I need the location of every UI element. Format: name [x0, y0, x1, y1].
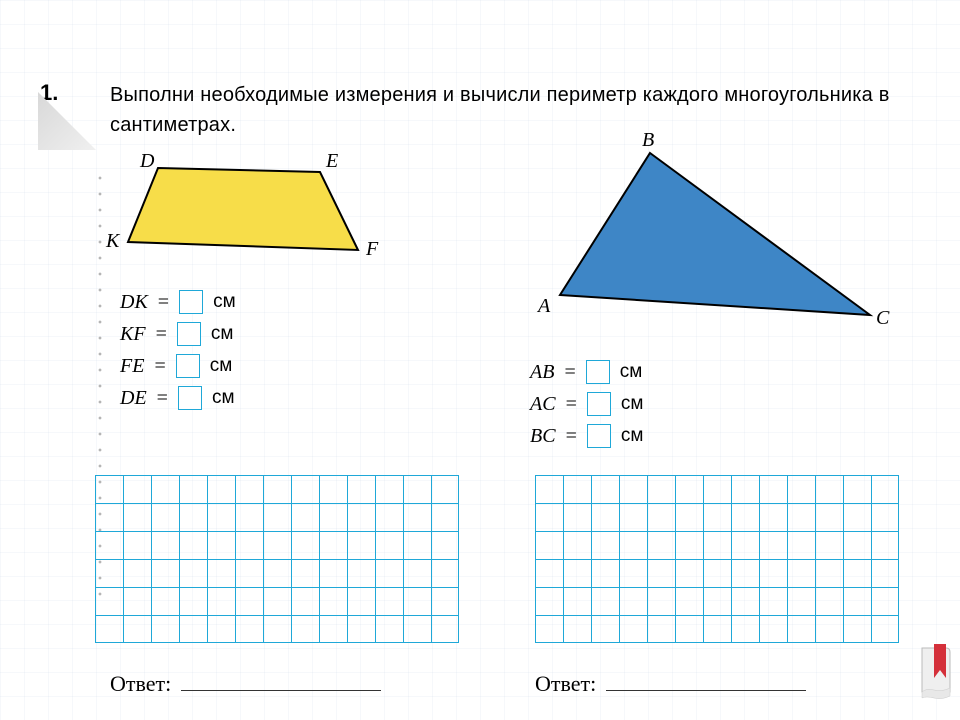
measure-FE: FE = см [120, 354, 236, 378]
answer-right: Ответ: [535, 665, 806, 697]
equals-sign: = [564, 361, 575, 384]
vertex-C: C [876, 307, 889, 330]
vertex-D: D [140, 150, 154, 173]
unit-label: см [212, 387, 235, 409]
measure-AB: AB = см [530, 360, 643, 384]
problem-header: 1. Выполни необходимые измерения и вычис… [40, 80, 920, 140]
bookmark-icon [916, 644, 956, 700]
work-grid-left[interactable] [95, 475, 459, 643]
measure-AC: AC = см [530, 392, 643, 416]
page-content: 1. Выполни необходимые измерения и вычис… [0, 0, 960, 410]
vertex-B: B [642, 129, 654, 152]
triangle-figure: A B C [550, 145, 910, 345]
triangle-svg [550, 145, 910, 345]
answer-line-left[interactable] [181, 665, 381, 691]
triangle-measurements: AB = см AC = см BC = см [530, 360, 643, 456]
unit-label: см [620, 361, 643, 383]
input-box-BC[interactable] [587, 424, 611, 448]
input-box-DK[interactable] [179, 290, 203, 314]
triangle-shape [560, 153, 870, 315]
equals-sign: = [566, 393, 577, 416]
trapezoid-shape [128, 168, 358, 250]
measure-DK: DK = см [120, 290, 236, 314]
work-grid-right[interactable] [535, 475, 899, 643]
input-box-DE[interactable] [178, 386, 202, 410]
side-label: DE [120, 387, 147, 410]
problem-text: Выполни необходимые измерения и вычисли … [110, 80, 920, 140]
input-box-FE[interactable] [176, 354, 200, 378]
side-label: FE [120, 355, 144, 378]
unit-label: см [210, 355, 233, 377]
unit-label: см [211, 323, 234, 345]
equals-sign: = [157, 387, 168, 410]
vertex-E: E [326, 150, 338, 173]
equals-sign: = [156, 323, 167, 346]
equals-sign: = [566, 425, 577, 448]
unit-label: см [213, 291, 236, 313]
measure-DE: DE = см [120, 386, 236, 410]
input-box-KF[interactable] [177, 322, 201, 346]
side-label: KF [120, 323, 146, 346]
side-label: AC [530, 393, 556, 416]
unit-label: см [621, 393, 644, 415]
answer-label: Ответ: [110, 671, 171, 697]
vertex-K: K [106, 230, 119, 253]
side-label: BC [530, 425, 556, 448]
measure-BC: BC = см [530, 424, 643, 448]
input-box-AB[interactable] [586, 360, 610, 384]
side-label: DK [120, 291, 148, 314]
vertex-F: F [366, 238, 378, 261]
answer-line-right[interactable] [606, 665, 806, 691]
input-box-AC[interactable] [587, 392, 611, 416]
vertex-A: A [538, 295, 550, 318]
equals-sign: = [154, 355, 165, 378]
trapezoid-figure: D E F K [120, 160, 400, 270]
answer-label: Ответ: [535, 671, 596, 697]
trapezoid-measurements: DK = см KF = см FE = см DE = см [120, 290, 236, 418]
answer-left: Ответ: [110, 665, 381, 697]
equals-sign: = [158, 291, 169, 314]
measure-KF: KF = см [120, 322, 236, 346]
side-label: AB [530, 361, 554, 384]
unit-label: см [621, 425, 644, 447]
trapezoid-svg [120, 160, 400, 270]
